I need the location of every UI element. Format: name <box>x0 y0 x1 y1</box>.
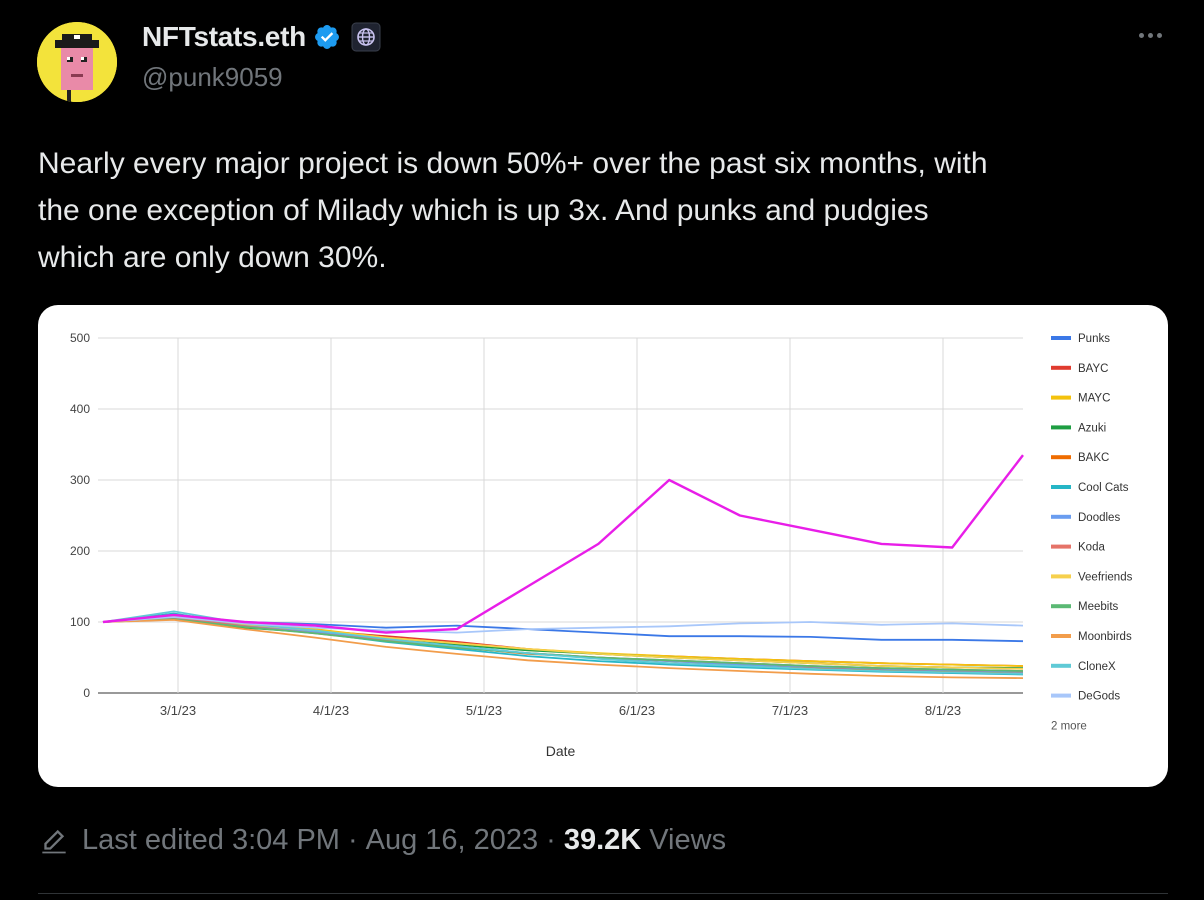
punk-avatar-icon <box>37 22 117 102</box>
tweet-text-line: Nearly every major project is down 50%+ … <box>38 147 988 180</box>
series-line-milady <box>102 454 1024 634</box>
line-chart: 0 100 200 300 400 500 3/1/23 4/1/23 5/1/23 6/1/23… <box>70 331 1133 759</box>
separator: · <box>546 823 556 856</box>
y-tick-label: 400 <box>70 402 90 416</box>
tweet-meta: Last edited 3:04 PM · Aug 16, 2023 · 39.… <box>40 818 726 862</box>
legend-label: DeGods <box>1078 691 1120 703</box>
dot-icon <box>1147 32 1153 38</box>
legend-swatch <box>1051 663 1071 668</box>
legend-label: BAYC <box>1078 363 1108 375</box>
x-tick-label: 3/1/23 <box>160 703 196 718</box>
legend-label: BAKC <box>1078 452 1109 464</box>
legend-label: Cool Cats <box>1078 482 1129 494</box>
divider <box>38 893 1168 894</box>
legend-label: Punks <box>1078 333 1110 345</box>
legend-swatch <box>1051 604 1071 609</box>
legend-swatch <box>1051 336 1071 340</box>
legend-label: MAYC <box>1078 393 1110 405</box>
y-tick-label: 500 <box>70 331 90 345</box>
display-name[interactable]: NFTstats.eth <box>142 21 306 52</box>
x-tick-label: 5/1/23 <box>466 703 502 718</box>
x-tick-label: 8/1/23 <box>925 703 961 718</box>
edited-label[interactable]: Last edited 3:04 PM <box>82 823 340 856</box>
legend-label: Azuki <box>1078 422 1106 434</box>
verified-badge-icon <box>314 25 339 49</box>
legend-label: Doodles <box>1078 512 1120 524</box>
legend-swatch <box>1051 634 1071 638</box>
legend-label: Veefriends <box>1078 571 1133 583</box>
legend-swatch <box>1051 574 1071 579</box>
legend-swatch <box>1051 544 1071 549</box>
x-tick-label: 6/1/23 <box>619 703 655 718</box>
tweet-text-line: the one exception of Milady which is up … <box>38 194 929 227</box>
legend-swatch <box>1051 514 1071 519</box>
legend-swatch <box>1051 455 1071 460</box>
avatar[interactable] <box>37 22 117 102</box>
legend-swatch <box>1051 693 1071 698</box>
more-options-button[interactable] <box>1132 20 1168 50</box>
legend-swatch <box>1051 485 1071 489</box>
y-tick-label: 0 <box>83 686 90 700</box>
legend-label: CloneX <box>1078 661 1116 673</box>
legend-swatch <box>1051 395 1071 400</box>
globe-icon[interactable] <box>351 22 381 52</box>
separator: · <box>347 823 358 856</box>
legend-label: Moonbirds <box>1078 631 1132 643</box>
chart-image[interactable]: 0 100 200 300 400 500 3/1/23 4/1/23 5/1/23 6/1/23… <box>38 305 1168 787</box>
tweet-text: Nearly every major project is down 50%+ … <box>38 140 1168 281</box>
x-tick-label: 7/1/23 <box>772 703 808 718</box>
views-label: Views <box>649 823 727 856</box>
x-axis-label: Date <box>546 743 576 759</box>
legend-label: Meebits <box>1078 601 1119 613</box>
pencil-icon <box>42 829 66 854</box>
tweet-text-line: which are only down 30%. <box>38 241 387 274</box>
legend-more-label: 2 more <box>1051 720 1087 732</box>
author-name-row[interactable]: NFTstats.eth <box>142 20 381 54</box>
series-line-degods <box>102 616 1024 634</box>
legend-label: Koda <box>1078 542 1105 554</box>
author-handle[interactable]: @punk9059 <box>142 62 283 92</box>
legend-swatch <box>1051 425 1071 430</box>
dot-icon <box>1156 32 1162 38</box>
y-tick-label: 100 <box>70 615 90 629</box>
views-count[interactable]: 39.2K <box>563 823 642 856</box>
dot-icon <box>1138 32 1144 38</box>
y-tick-label: 300 <box>70 473 90 487</box>
y-tick-label: 200 <box>70 544 90 558</box>
legend-swatch <box>1051 365 1071 370</box>
x-tick-label: 4/1/23 <box>313 703 349 718</box>
series-line-moonbirds <box>102 618 1024 679</box>
tweet-date[interactable]: Aug 16, 2023 <box>365 823 539 856</box>
